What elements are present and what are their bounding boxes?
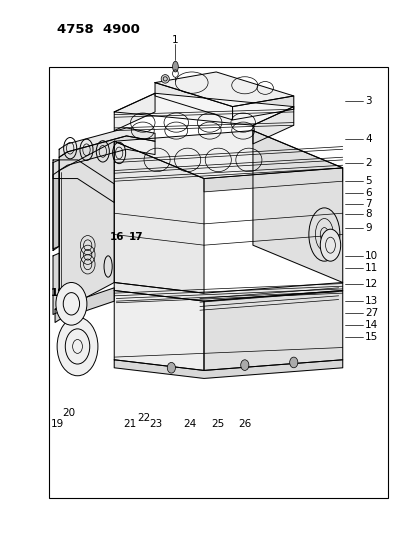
Polygon shape: [59, 128, 155, 157]
Polygon shape: [253, 131, 343, 282]
Ellipse shape: [167, 362, 175, 373]
Polygon shape: [204, 168, 343, 192]
Ellipse shape: [241, 360, 249, 370]
Polygon shape: [53, 160, 59, 249]
Text: 22: 22: [137, 414, 150, 423]
Text: 27: 27: [365, 309, 378, 318]
Polygon shape: [114, 141, 204, 293]
Text: 17: 17: [129, 232, 143, 242]
Text: 11: 11: [365, 263, 378, 272]
Polygon shape: [155, 72, 294, 107]
Polygon shape: [53, 253, 59, 314]
Polygon shape: [155, 83, 233, 120]
Polygon shape: [55, 288, 114, 322]
Polygon shape: [59, 141, 114, 312]
Text: 1: 1: [172, 35, 179, 45]
Polygon shape: [233, 96, 294, 120]
Ellipse shape: [57, 317, 98, 376]
Text: 20: 20: [62, 408, 75, 418]
Ellipse shape: [320, 229, 341, 261]
Polygon shape: [53, 160, 114, 203]
Text: 24: 24: [183, 419, 196, 429]
Ellipse shape: [161, 75, 169, 83]
Polygon shape: [114, 290, 204, 370]
Text: 19: 19: [51, 419, 64, 429]
Text: 13: 13: [365, 296, 378, 306]
Polygon shape: [114, 360, 343, 378]
Text: 3: 3: [365, 96, 372, 106]
Text: 15: 15: [365, 332, 378, 342]
Ellipse shape: [173, 61, 178, 72]
Polygon shape: [253, 107, 294, 144]
Text: 7: 7: [365, 199, 372, 208]
Polygon shape: [204, 290, 343, 370]
Text: 4: 4: [365, 134, 372, 143]
Polygon shape: [53, 171, 59, 251]
Text: 16: 16: [110, 232, 125, 242]
Text: 10: 10: [365, 251, 378, 261]
Polygon shape: [59, 136, 155, 171]
Polygon shape: [114, 282, 343, 301]
Text: 18: 18: [51, 288, 66, 298]
Text: 25: 25: [212, 419, 225, 429]
Text: 12: 12: [365, 279, 378, 288]
Polygon shape: [114, 131, 343, 179]
Text: 14: 14: [365, 320, 378, 330]
Polygon shape: [114, 93, 294, 125]
Bar: [49, 67, 388, 498]
Text: 26: 26: [238, 419, 251, 429]
Text: 6: 6: [365, 188, 372, 198]
Text: 21: 21: [123, 419, 136, 429]
Text: 2: 2: [365, 158, 372, 167]
Text: 5: 5: [365, 176, 372, 186]
Ellipse shape: [56, 282, 87, 325]
Text: 23: 23: [150, 419, 163, 429]
Text: 4758  4900: 4758 4900: [57, 23, 140, 36]
Text: 9: 9: [365, 223, 372, 233]
Ellipse shape: [290, 357, 298, 368]
Polygon shape: [114, 93, 155, 131]
Text: 8: 8: [365, 209, 372, 219]
